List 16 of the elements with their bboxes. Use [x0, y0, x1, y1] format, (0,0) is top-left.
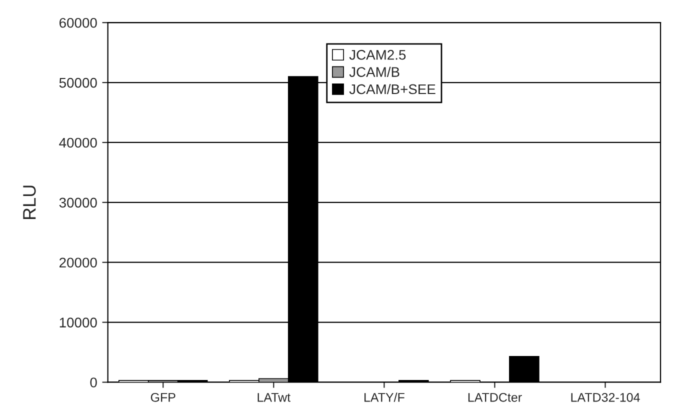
- x-tick-label: LATwt: [258, 393, 290, 402]
- y-tick-label: 30000: [59, 198, 97, 208]
- x-tick-label: LATY/F: [364, 392, 404, 402]
- y-tick-label: 40000: [59, 138, 97, 148]
- legend-label: JCAM/B+SEE: [349, 84, 436, 94]
- y-tick-label: 50000: [59, 78, 97, 88]
- x-tick-label: LATDCter: [468, 392, 522, 402]
- y-tick-label: 10000: [60, 318, 97, 328]
- y-tick-label: 0: [90, 378, 97, 388]
- y-tick-label: 20000: [60, 258, 97, 268]
- x-tick-label: GFP: [150, 392, 176, 402]
- legend-label: JCAM2.5: [349, 50, 406, 60]
- x-tick-label: LATD32-104: [571, 392, 640, 402]
- legend-label: JCAM/B: [349, 66, 400, 77]
- y-tick-label: 60000: [60, 18, 97, 28]
- y-axis-title: RLU: [23, 186, 36, 219]
